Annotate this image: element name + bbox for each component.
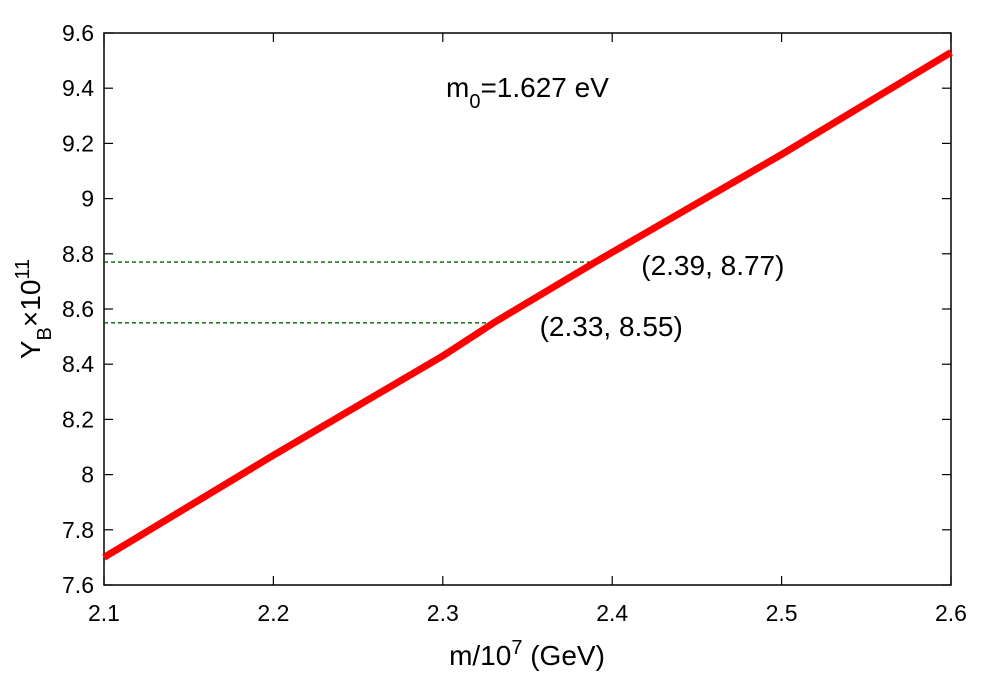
y-tick-label: 8.6 [62,296,94,322]
y-tick-label: 7.6 [62,572,94,598]
y-tick-label: 9.6 [62,20,94,46]
tick-labels: 2.1 2.2 2.3 2.4 2.5 2.6 7.6 7.8 8 8.2 8.4 8.6 8.8 9 9.… [62,20,967,626]
x-tick-label: 2.2 [257,600,289,626]
y-tick-label: 9.4 [62,75,94,101]
x-tick-label: 2.4 [596,600,628,626]
reference-lines [104,261,596,324]
x-tick-label: 2.1 [88,600,120,626]
x-axis-label: m/107 (GeV) [449,637,605,671]
y-axis-label: YB×1011 [12,259,56,359]
m0-annotation: m0=1.627 eV [446,72,609,113]
y-tick-label: 8.2 [62,406,94,432]
point-annotation: (2.33, 8.55) [540,311,683,342]
y-tick-label: 9 [81,186,94,212]
y-tick-label: 8.8 [62,241,94,267]
plot-frame [103,32,952,586]
y-tick-label: 7.8 [62,517,94,543]
y-tick-label: 9.2 [62,130,94,156]
point-annotation: (2.39, 8.77) [641,250,784,281]
point-annotations: (2.39, 8.77) (2.33, 8.55) [540,250,785,342]
y-tick-label: 8.4 [62,351,94,377]
series-line [102,49,953,561]
series-layer [102,49,953,561]
x-tick-label: 2.3 [427,600,459,626]
axis-ticks [103,32,952,586]
y-tick-label: 8 [81,462,94,488]
x-tick-label: 2.5 [766,600,798,626]
x-tick-label: 2.6 [935,600,967,626]
